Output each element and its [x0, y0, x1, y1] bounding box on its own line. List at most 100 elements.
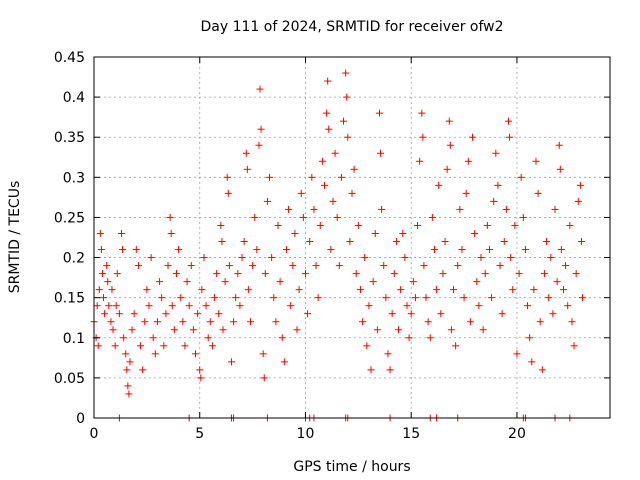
data-point	[172, 270, 180, 278]
data-point	[259, 350, 267, 358]
data-point	[492, 149, 500, 157]
data-point	[261, 270, 269, 278]
data-point	[253, 246, 261, 254]
data-point	[151, 350, 159, 358]
data-point	[162, 310, 170, 318]
data-point	[200, 254, 208, 262]
data-point	[257, 125, 265, 133]
data-point	[428, 213, 436, 221]
y-tick-label: 0	[76, 411, 85, 427]
data-point	[105, 302, 113, 310]
data-point	[513, 350, 521, 358]
data-point	[213, 270, 221, 278]
data-point	[488, 294, 496, 302]
data-point	[401, 254, 409, 262]
data-point	[164, 262, 172, 270]
y-tick-label: 0.3	[63, 170, 85, 186]
data-point	[132, 246, 140, 254]
data-point	[149, 334, 157, 342]
data-point	[559, 286, 567, 294]
data-point	[166, 213, 174, 221]
data-point	[192, 350, 200, 358]
data-point	[310, 205, 318, 213]
data-point	[475, 302, 483, 310]
x-axis-label: GPS time / hours	[293, 459, 410, 475]
data-point	[236, 302, 244, 310]
data-point	[230, 318, 238, 326]
data-point	[506, 133, 514, 141]
data-point	[101, 310, 109, 318]
data-point	[420, 262, 428, 270]
data-point	[143, 286, 151, 294]
data-point	[439, 270, 447, 278]
data-point	[446, 141, 454, 149]
data-point	[407, 310, 415, 318]
data-point	[321, 181, 329, 189]
data-point	[107, 318, 115, 326]
data-point	[517, 173, 525, 181]
data-point	[540, 270, 548, 278]
data-point	[325, 125, 333, 133]
data-point	[160, 342, 168, 350]
data-point	[299, 213, 307, 221]
data-point	[221, 278, 229, 286]
data-point	[147, 254, 155, 262]
data-point	[243, 165, 251, 173]
data-point	[206, 318, 214, 326]
data-point	[545, 294, 553, 302]
data-point	[244, 286, 252, 294]
data-point	[94, 342, 102, 350]
data-point	[331, 149, 339, 157]
data-point	[137, 342, 145, 350]
data-point	[377, 149, 385, 157]
data-point	[528, 358, 536, 366]
data-point	[304, 310, 312, 318]
data-point	[369, 278, 377, 286]
data-point	[97, 246, 105, 254]
data-point	[312, 262, 320, 270]
data-point	[416, 157, 424, 165]
data-point	[367, 366, 375, 374]
x-tick-label: 5	[195, 426, 204, 442]
data-point	[256, 85, 264, 93]
data-point	[100, 294, 108, 302]
data-points	[90, 69, 587, 422]
data-point	[272, 318, 280, 326]
data-point	[335, 262, 343, 270]
data-point	[556, 165, 564, 173]
data-point	[473, 278, 481, 286]
y-tick-label: 0.2	[63, 251, 85, 267]
data-point	[145, 302, 153, 310]
data-point	[373, 326, 381, 334]
data-point	[187, 262, 195, 270]
data-point	[126, 358, 134, 366]
data-point	[108, 286, 116, 294]
data-point	[96, 229, 104, 237]
data-point	[509, 286, 517, 294]
data-point	[409, 278, 417, 286]
data-point	[263, 197, 271, 205]
data-point	[562, 262, 570, 270]
data-point	[333, 213, 341, 221]
data-point	[452, 342, 460, 350]
data-point	[95, 286, 103, 294]
data-point	[274, 221, 282, 229]
data-point	[419, 133, 427, 141]
data-point	[346, 238, 354, 246]
data-point	[352, 270, 360, 278]
data-point	[507, 254, 515, 262]
data-point	[354, 221, 362, 229]
data-point	[343, 93, 351, 101]
data-point	[380, 262, 388, 270]
data-point	[443, 165, 451, 173]
data-point	[422, 294, 430, 302]
data-point	[181, 342, 189, 350]
data-point	[348, 189, 356, 197]
data-point	[464, 157, 472, 165]
data-point	[361, 254, 369, 262]
data-point	[327, 246, 335, 254]
data-point	[418, 109, 426, 117]
data-point	[227, 358, 235, 366]
data-point	[382, 294, 390, 302]
y-axis-label: SRMTID / TECUs	[7, 181, 23, 294]
